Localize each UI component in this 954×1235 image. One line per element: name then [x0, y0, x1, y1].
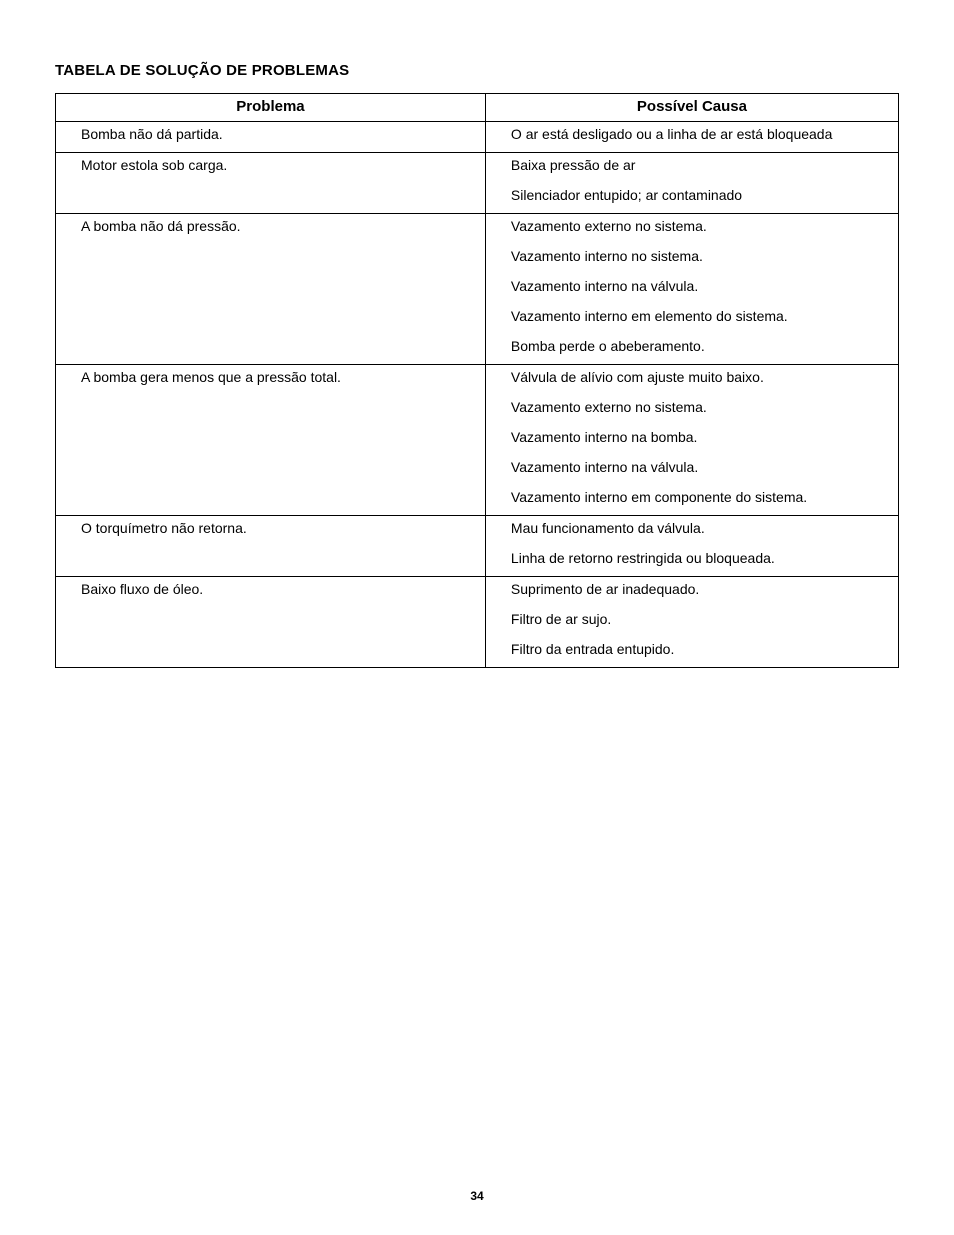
cell-problem [56, 304, 486, 334]
cell-cause: O ar está desligado ou a linha de ar est… [485, 121, 898, 152]
cell-problem [56, 485, 486, 516]
cell-cause: Filtro da entrada entupido. [485, 637, 898, 668]
cell-cause: Filtro de ar sujo. [485, 607, 898, 637]
cell-cause: Vazamento interno na válvula. [485, 455, 898, 485]
table-row: Bomba perde o abeberamento. [56, 334, 899, 365]
page-number: 34 [0, 1189, 954, 1203]
col-header-cause: Possível Causa [485, 94, 898, 122]
cell-cause: Bomba perde o abeberamento. [485, 334, 898, 365]
cell-cause: Vazamento interno em elemento do sistema… [485, 304, 898, 334]
cell-problem [56, 183, 486, 214]
cell-cause: Suprimento de ar inadequado. [485, 576, 898, 607]
table-row: A bomba não dá pressão.Vazamento externo… [56, 213, 899, 244]
table-row: Linha de retorno restringida ou bloquead… [56, 546, 899, 577]
cell-problem [56, 274, 486, 304]
cell-problem: Motor estola sob carga. [56, 152, 486, 183]
cell-cause: Vazamento interno na válvula. [485, 274, 898, 304]
cell-problem [56, 607, 486, 637]
cell-cause: Válvula de alívio com ajuste muito baixo… [485, 364, 898, 395]
cell-cause: Vazamento interno na bomba. [485, 425, 898, 455]
table-row: Vazamento interno em componente do siste… [56, 485, 899, 516]
table-body: Bomba não dá partida.O ar está desligado… [56, 121, 899, 667]
table-row: Filtro de ar sujo. [56, 607, 899, 637]
cell-problem [56, 637, 486, 668]
cell-problem [56, 244, 486, 274]
cell-cause: Silenciador entupido; ar contaminado [485, 183, 898, 214]
table-row: Motor estola sob carga.Baixa pressão de … [56, 152, 899, 183]
cell-problem [56, 425, 486, 455]
cell-cause: Vazamento externo no sistema. [485, 213, 898, 244]
table-row: Vazamento interno na válvula. [56, 274, 899, 304]
table-row: Filtro da entrada entupido. [56, 637, 899, 668]
troubleshooting-table: Problema Possível Causa Bomba não dá par… [55, 93, 899, 668]
col-header-problem: Problema [56, 94, 486, 122]
cell-cause: Vazamento externo no sistema. [485, 395, 898, 425]
table-row: O torquímetro não retorna.Mau funcioname… [56, 515, 899, 546]
table-header-row: Problema Possível Causa [56, 94, 899, 122]
cell-cause: Baixa pressão de ar [485, 152, 898, 183]
table-row: A bomba gera menos que a pressão total.V… [56, 364, 899, 395]
cell-problem [56, 455, 486, 485]
cell-problem: Bomba não dá partida. [56, 121, 486, 152]
page: TABELA DE SOLUÇÃO DE PROBLEMAS Problema … [0, 0, 954, 1235]
table-row: Vazamento interno em elemento do sistema… [56, 304, 899, 334]
cell-problem: Baixo fluxo de óleo. [56, 576, 486, 607]
cell-problem [56, 395, 486, 425]
table-row: Vazamento externo no sistema. [56, 395, 899, 425]
table-row: Vazamento interno no sistema. [56, 244, 899, 274]
cell-problem: A bomba não dá pressão. [56, 213, 486, 244]
table-head: Problema Possível Causa [56, 94, 899, 122]
table-row: Vazamento interno na bomba. [56, 425, 899, 455]
cell-cause: Linha de retorno restringida ou bloquead… [485, 546, 898, 577]
cell-cause: Vazamento interno em componente do siste… [485, 485, 898, 516]
table-row: Baixo fluxo de óleo.Suprimento de ar ina… [56, 576, 899, 607]
cell-cause: Mau funcionamento da válvula. [485, 515, 898, 546]
table-row: Silenciador entupido; ar contaminado [56, 183, 899, 214]
cell-problem [56, 546, 486, 577]
cell-problem: O torquímetro não retorna. [56, 515, 486, 546]
table-row: Vazamento interno na válvula. [56, 455, 899, 485]
cell-problem [56, 334, 486, 365]
table-row: Bomba não dá partida.O ar está desligado… [56, 121, 899, 152]
cell-problem: A bomba gera menos que a pressão total. [56, 364, 486, 395]
page-title: TABELA DE SOLUÇÃO DE PROBLEMAS [55, 62, 899, 79]
cell-cause: Vazamento interno no sistema. [485, 244, 898, 274]
